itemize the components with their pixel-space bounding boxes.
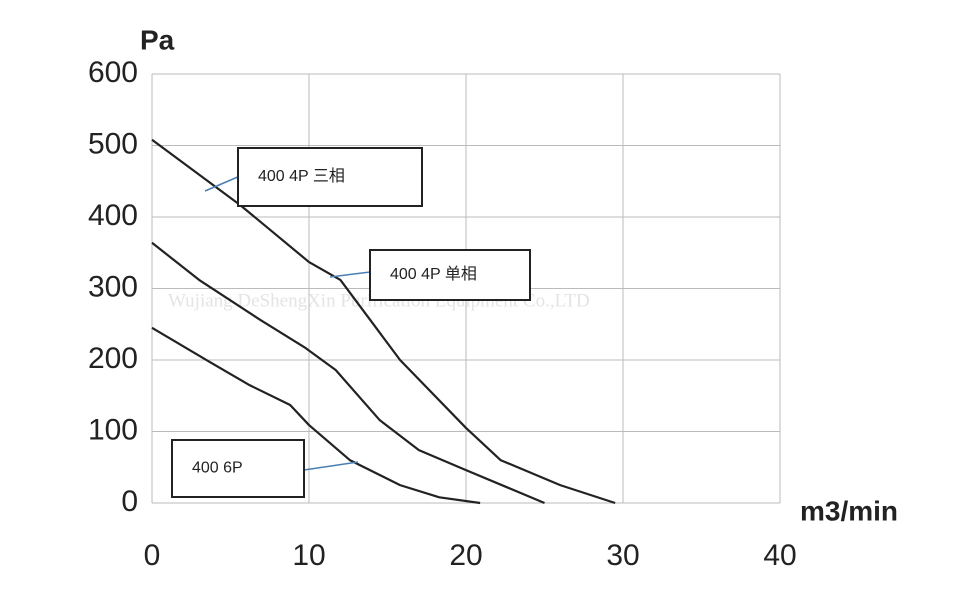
x-axis-title: m3/min: [800, 495, 898, 526]
y-axis-title: Pa: [140, 24, 175, 55]
series-label: 400 6P: [192, 460, 243, 477]
series-label: 400 4P 单相: [390, 265, 477, 283]
y-tick-label: 200: [88, 342, 138, 375]
label-box: [237, 147, 423, 207]
y-tick-label: 0: [121, 485, 138, 518]
leader-line: [204, 175, 241, 192]
label-box: [369, 249, 531, 301]
x-tick-label: 30: [606, 539, 639, 572]
y-tick-label: 500: [88, 127, 138, 160]
x-tick-label: 20: [449, 539, 482, 572]
x-tick-label: 40: [763, 539, 796, 572]
curve: [151, 326, 481, 505]
leader-line: [303, 461, 359, 471]
y-tick-label: 400: [88, 199, 138, 232]
curve: [151, 241, 545, 505]
y-tick-label: 300: [88, 270, 138, 303]
series-label: 400 4P 三相: [258, 167, 345, 185]
y-tick-label: 600: [88, 56, 138, 89]
label-box: [171, 439, 305, 498]
leader-line: [329, 271, 371, 278]
curve: [151, 138, 616, 505]
y-tick-label: 100: [88, 413, 138, 446]
x-tick-label: 0: [144, 539, 161, 572]
x-tick-label: 10: [292, 539, 325, 572]
